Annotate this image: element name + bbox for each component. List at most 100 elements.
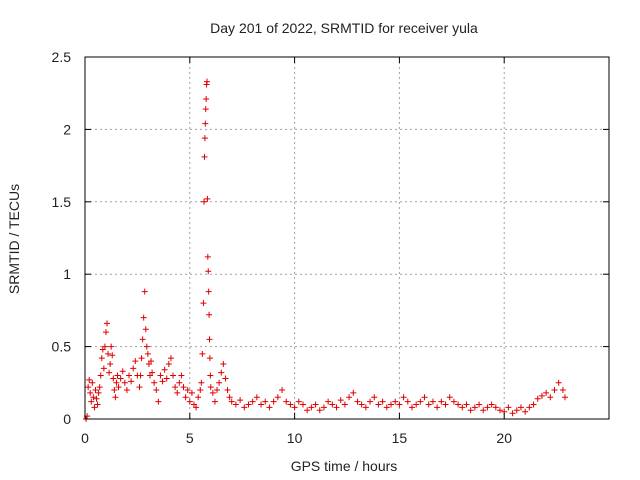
data-point (108, 343, 115, 350)
data-point (138, 355, 145, 362)
x-tick-label: 20 (496, 430, 512, 446)
data-point (96, 384, 103, 391)
data-point (333, 404, 340, 411)
data-point (320, 404, 327, 411)
data-point (202, 120, 209, 127)
data-point (446, 394, 453, 401)
data-point (226, 394, 233, 401)
data-point (534, 395, 541, 402)
data-point (180, 384, 187, 391)
data-point (200, 300, 207, 307)
data-point (206, 311, 213, 318)
data-point (400, 394, 407, 401)
data-point (87, 389, 94, 396)
data-point (119, 368, 126, 375)
data-point (291, 404, 298, 411)
y-tick-label: 0 (63, 411, 71, 427)
data-point (114, 372, 121, 379)
data-point (392, 398, 399, 405)
data-point (149, 369, 156, 376)
data-point (209, 389, 216, 396)
data-point (141, 288, 148, 295)
data-point (204, 253, 211, 260)
data-point (224, 387, 231, 394)
data-point (543, 389, 550, 396)
data-points (83, 78, 568, 422)
data-point (559, 387, 566, 394)
data-point (438, 398, 445, 405)
data-point (249, 398, 256, 405)
data-point (137, 372, 144, 379)
data-point (538, 392, 545, 399)
data-point (517, 404, 524, 411)
data-point (211, 398, 218, 405)
data-point (258, 401, 265, 408)
data-point (497, 407, 504, 414)
data-point (471, 404, 478, 411)
data-point (113, 379, 120, 386)
data-point (522, 408, 529, 415)
data-point (201, 198, 208, 205)
y-tick-label: 0.5 (52, 339, 72, 355)
data-point (561, 394, 568, 401)
data-point (153, 387, 160, 394)
data-point (132, 358, 139, 365)
x-tick-label: 15 (392, 430, 408, 446)
data-point (354, 398, 361, 405)
data-point (202, 106, 209, 113)
data-point (126, 372, 133, 379)
data-point (199, 350, 206, 357)
data-point (476, 401, 483, 408)
data-point (106, 369, 113, 376)
axis-ticks: 0 0.5 1 1.5 2 2.5 0 5 10 15 20 (52, 49, 609, 446)
data-point (316, 407, 323, 414)
data-point (97, 372, 104, 379)
data-point (358, 401, 365, 408)
data-point (86, 376, 93, 383)
data-point (362, 404, 369, 411)
data-point (123, 387, 130, 394)
data-point (203, 78, 210, 85)
data-point (295, 398, 302, 405)
data-point (350, 389, 357, 396)
data-point (184, 387, 191, 394)
data-point (279, 387, 286, 394)
data-point (442, 401, 449, 408)
data-point (467, 407, 474, 414)
x-tick-label: 0 (81, 430, 89, 446)
plot-frame (84, 56, 610, 420)
data-point (95, 389, 102, 396)
data-point (421, 394, 428, 401)
data-point (172, 384, 179, 391)
data-point (193, 404, 200, 411)
data-point (346, 394, 353, 401)
data-point (434, 404, 441, 411)
data-point (198, 379, 205, 386)
data-point (555, 379, 562, 386)
data-point (325, 398, 332, 405)
data-point (262, 398, 269, 405)
data-point (98, 355, 105, 362)
data-point (204, 195, 211, 202)
data-point (107, 360, 114, 367)
data-point (195, 394, 202, 401)
data-point (203, 95, 210, 102)
data-point (417, 398, 424, 405)
data-point (207, 384, 214, 391)
data-point (245, 401, 252, 408)
data-point (201, 135, 208, 142)
grid-lines (85, 57, 609, 419)
data-point (488, 401, 495, 408)
data-point (157, 372, 164, 379)
data-point (136, 384, 143, 391)
data-point (112, 394, 119, 401)
data-point (408, 404, 415, 411)
data-point (337, 397, 344, 404)
data-point (299, 401, 306, 408)
data-point (161, 366, 168, 373)
data-point (228, 398, 235, 405)
data-point (283, 398, 290, 405)
data-point (111, 387, 118, 394)
data-point (176, 379, 183, 386)
data-point (128, 378, 135, 385)
